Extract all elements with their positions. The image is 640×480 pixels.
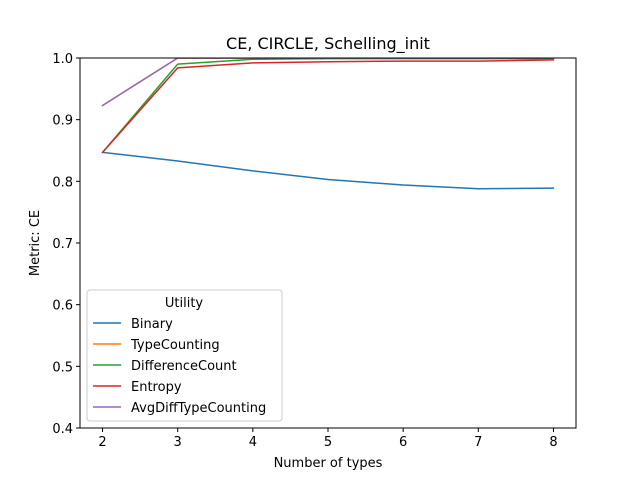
y-axis-label: Metric: CE [28, 210, 43, 276]
legend-title: Utility [165, 296, 204, 311]
y-tick-label: 0.9 [52, 114, 73, 129]
x-tick-label: 2 [98, 435, 106, 450]
x-axis-label: Number of types [274, 456, 383, 471]
legend: Utility Binary TypeCounting DifferenceCoun… [86, 289, 283, 422]
series-layer [101, 58, 555, 190]
x-tick-label: 7 [474, 435, 482, 450]
legend-entry-label: TypeCounting [130, 338, 220, 353]
x-tick-label: 5 [324, 435, 332, 450]
series-line-avgdifftypecounting [101, 58, 555, 107]
chart-title: CE, CIRCLE, Schelling_init [226, 34, 430, 54]
legend-frame [86, 289, 283, 422]
legend-entry-label: Entropy [131, 380, 182, 395]
x-tick-label: 6 [399, 435, 407, 450]
y-axis: 0.4 0.5 0.6 0.7 0.8 0.9 1.0 [52, 52, 80, 437]
y-tick-label: 0.4 [52, 422, 73, 437]
y-tick-label: 0.7 [52, 237, 73, 252]
x-axis: 2 3 4 5 6 7 8 [98, 428, 558, 450]
x-tick-label: 8 [549, 435, 557, 450]
series-line-entropy [101, 59, 555, 154]
y-tick-label: 0.6 [52, 299, 73, 314]
series-line-binary [101, 151, 555, 190]
legend-entry-label: AvgDiffTypeCounting [131, 401, 266, 416]
y-tick-label: 1.0 [52, 52, 73, 67]
y-tick-label: 0.5 [52, 360, 73, 375]
x-tick-label: 4 [249, 435, 257, 450]
legend-entry-label: Binary [131, 317, 173, 332]
series-line-differencecount [101, 58, 555, 154]
legend-entry-label: DifferenceCount [131, 359, 237, 374]
series-line-typecounting [101, 58, 555, 107]
x-tick-label: 3 [174, 435, 182, 450]
y-tick-label: 0.8 [52, 175, 73, 190]
